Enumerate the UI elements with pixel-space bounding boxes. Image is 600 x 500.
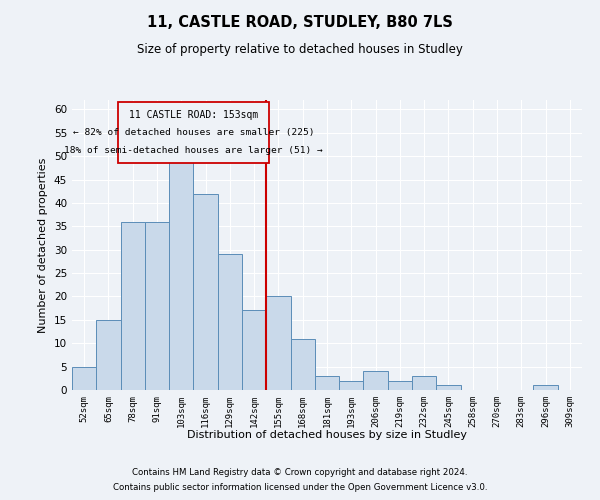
Bar	[242, 310, 266, 390]
Bar	[118, 102, 269, 163]
Bar	[364, 372, 388, 390]
Bar	[96, 320, 121, 390]
Bar	[266, 296, 290, 390]
Bar	[218, 254, 242, 390]
Bar	[436, 386, 461, 390]
Bar	[169, 156, 193, 390]
Bar	[72, 366, 96, 390]
Y-axis label: Number of detached properties: Number of detached properties	[38, 158, 49, 332]
Bar	[145, 222, 169, 390]
Bar	[533, 386, 558, 390]
Text: 18% of semi-detached houses are larger (51) →: 18% of semi-detached houses are larger (…	[64, 146, 323, 155]
Bar	[412, 376, 436, 390]
Bar	[388, 380, 412, 390]
Bar	[315, 376, 339, 390]
Text: 11 CASTLE ROAD: 153sqm: 11 CASTLE ROAD: 153sqm	[129, 110, 258, 120]
Bar	[290, 338, 315, 390]
Bar	[193, 194, 218, 390]
Text: Contains public sector information licensed under the Open Government Licence v3: Contains public sector information licen…	[113, 483, 487, 492]
Text: 11, CASTLE ROAD, STUDLEY, B80 7LS: 11, CASTLE ROAD, STUDLEY, B80 7LS	[147, 15, 453, 30]
Bar	[121, 222, 145, 390]
Text: Distribution of detached houses by size in Studley: Distribution of detached houses by size …	[187, 430, 467, 440]
Text: ← 82% of detached houses are smaller (225): ← 82% of detached houses are smaller (22…	[73, 128, 314, 137]
Text: Contains HM Land Registry data © Crown copyright and database right 2024.: Contains HM Land Registry data © Crown c…	[132, 468, 468, 477]
Text: Size of property relative to detached houses in Studley: Size of property relative to detached ho…	[137, 42, 463, 56]
Bar	[339, 380, 364, 390]
